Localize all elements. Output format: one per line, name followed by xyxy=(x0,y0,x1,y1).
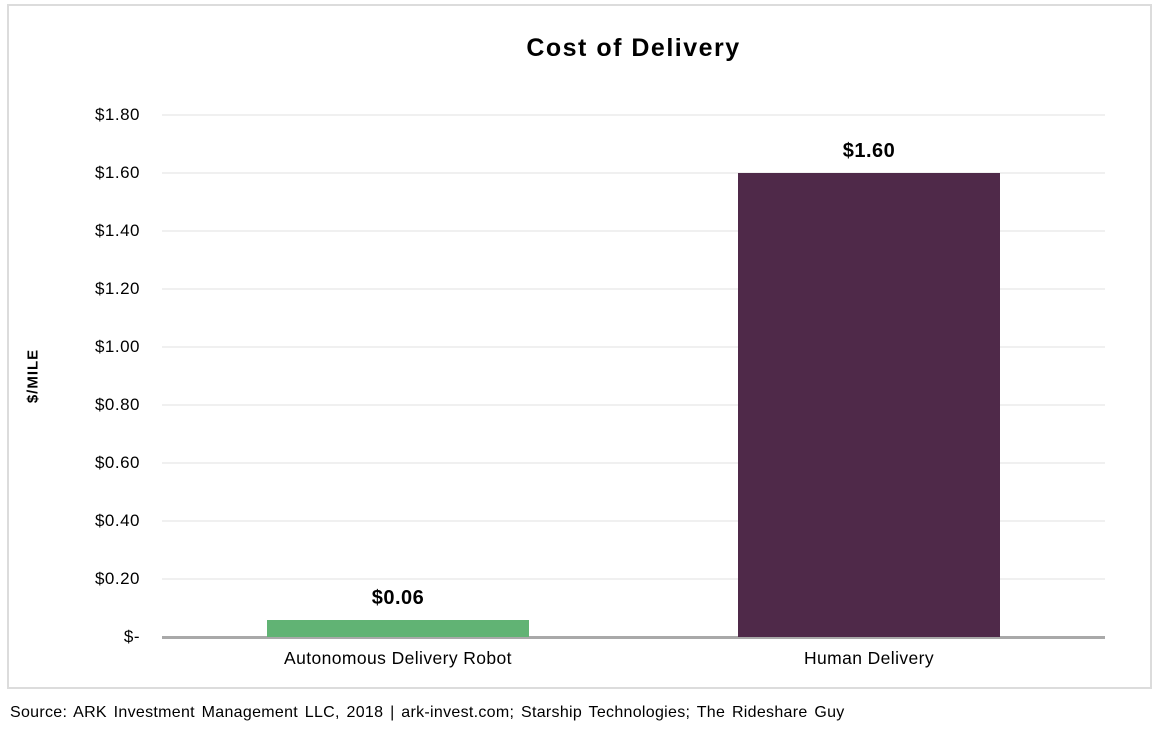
chart-title: Cost of Delivery xyxy=(526,34,741,62)
y-tick-label: $0.60 xyxy=(94,453,140,472)
x-category-label: Autonomous Delivery Robot xyxy=(284,648,512,668)
bar-human-delivery xyxy=(738,173,1000,637)
gridline xyxy=(162,404,1105,406)
gridline xyxy=(162,462,1105,464)
gridline xyxy=(162,172,1105,174)
y-tick-label: $- xyxy=(123,627,140,646)
y-tick-label: $1.00 xyxy=(94,337,140,356)
gridline xyxy=(162,114,1105,116)
gridline xyxy=(162,346,1105,348)
gridline xyxy=(162,520,1105,522)
y-tick-label: $0.40 xyxy=(94,511,140,530)
y-tick-label: $0.20 xyxy=(94,569,140,588)
y-tick-label: $1.80 xyxy=(94,105,140,124)
source-attribution: Source: ARK Investment Management LLC, 2… xyxy=(10,704,845,721)
y-tick-label: $1.40 xyxy=(94,221,140,240)
y-tick-label: $0.80 xyxy=(94,395,140,414)
y-tick-label: $1.60 xyxy=(94,163,140,182)
bar-value-label: $0.06 xyxy=(371,587,425,609)
gridline xyxy=(162,578,1105,580)
x-category-label: Human Delivery xyxy=(803,648,935,668)
gridline xyxy=(162,230,1105,232)
gridline xyxy=(162,288,1105,290)
bar-value-label: $1.60 xyxy=(842,140,896,162)
bar-autonomous-delivery-robot xyxy=(267,620,529,637)
y-tick-label: $1.20 xyxy=(94,279,140,298)
x-axis-line xyxy=(162,636,1105,639)
